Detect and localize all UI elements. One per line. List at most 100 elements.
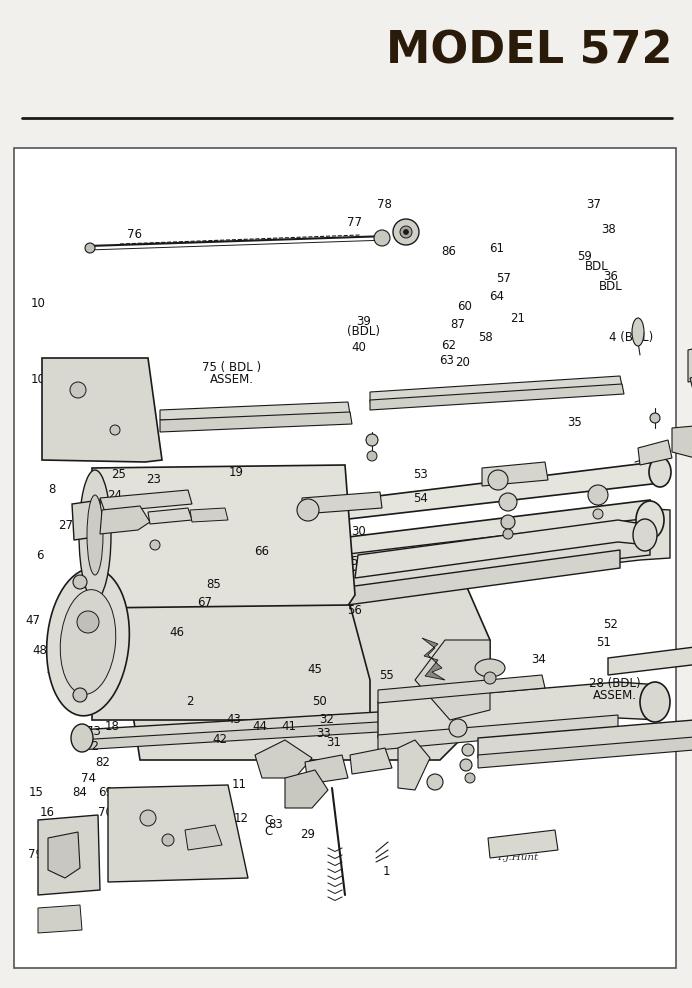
Polygon shape (488, 830, 558, 858)
Polygon shape (378, 675, 545, 703)
Polygon shape (160, 412, 352, 432)
Text: 42: 42 (212, 732, 228, 746)
Polygon shape (415, 640, 490, 720)
Ellipse shape (449, 719, 467, 737)
Text: 86: 86 (98, 623, 113, 637)
Text: 5: 5 (351, 554, 358, 568)
Text: 22: 22 (88, 448, 103, 461)
Text: 11: 11 (231, 778, 246, 791)
Text: 70: 70 (98, 805, 113, 819)
Text: 64: 64 (489, 289, 504, 303)
Text: 16: 16 (39, 805, 55, 819)
Polygon shape (672, 425, 692, 458)
Polygon shape (370, 384, 624, 410)
Text: 14: 14 (354, 495, 369, 509)
Text: 21: 21 (510, 311, 525, 325)
Text: 85: 85 (206, 578, 221, 592)
Ellipse shape (465, 773, 475, 783)
Text: 57: 57 (496, 272, 511, 286)
Polygon shape (305, 755, 348, 784)
Ellipse shape (77, 611, 99, 633)
Text: 45: 45 (307, 663, 322, 677)
Polygon shape (255, 740, 312, 778)
Polygon shape (340, 535, 650, 592)
Text: 47: 47 (26, 614, 41, 627)
Ellipse shape (650, 413, 660, 423)
Polygon shape (330, 508, 670, 596)
Polygon shape (378, 715, 618, 750)
Text: 19: 19 (229, 465, 244, 479)
Ellipse shape (73, 575, 87, 589)
Ellipse shape (87, 495, 103, 575)
Text: 51: 51 (596, 635, 611, 649)
Ellipse shape (73, 688, 87, 702)
Text: 58: 58 (478, 331, 493, 345)
Polygon shape (340, 500, 650, 558)
Ellipse shape (588, 485, 608, 505)
Text: 26: 26 (95, 430, 110, 444)
Text: 71: 71 (157, 845, 172, 859)
Polygon shape (478, 735, 692, 768)
Ellipse shape (140, 810, 156, 826)
Polygon shape (100, 490, 192, 512)
Text: P.J.Hunt: P.J.Hunt (497, 853, 538, 863)
Text: 34: 34 (455, 665, 470, 679)
Text: 8: 8 (48, 482, 55, 496)
Ellipse shape (501, 515, 515, 529)
Polygon shape (638, 440, 672, 465)
Text: 20: 20 (455, 356, 470, 370)
Ellipse shape (46, 568, 129, 715)
Text: 18: 18 (104, 719, 120, 733)
Text: 4 (BDL): 4 (BDL) (609, 331, 653, 345)
Polygon shape (38, 905, 82, 933)
Ellipse shape (484, 672, 496, 684)
Ellipse shape (499, 493, 517, 511)
Polygon shape (185, 825, 222, 850)
Ellipse shape (297, 499, 319, 521)
Text: 28 (BDL): 28 (BDL) (589, 677, 640, 691)
Polygon shape (688, 340, 692, 382)
Text: 10: 10 (30, 296, 46, 310)
Polygon shape (355, 520, 648, 578)
Text: 84: 84 (72, 785, 87, 799)
Ellipse shape (71, 724, 93, 752)
Text: 33: 33 (316, 726, 331, 740)
Polygon shape (370, 376, 622, 402)
Ellipse shape (85, 243, 95, 253)
Text: 80: 80 (60, 857, 75, 870)
Polygon shape (302, 492, 382, 514)
Text: (BDL): (BDL) (347, 325, 380, 339)
Text: C: C (264, 813, 273, 827)
Text: 46: 46 (169, 625, 184, 639)
Text: 27: 27 (58, 519, 73, 533)
Ellipse shape (632, 318, 644, 346)
Polygon shape (115, 560, 490, 760)
Ellipse shape (475, 659, 505, 677)
Ellipse shape (110, 425, 120, 435)
Polygon shape (42, 358, 162, 462)
Text: 50: 50 (312, 695, 327, 708)
Polygon shape (148, 508, 192, 524)
Text: 25: 25 (111, 467, 127, 481)
Polygon shape (340, 518, 650, 575)
Text: 40: 40 (351, 341, 366, 355)
Text: 7: 7 (78, 535, 85, 548)
Polygon shape (78, 710, 580, 750)
Text: 39: 39 (356, 314, 371, 328)
Ellipse shape (393, 219, 419, 245)
Text: 6: 6 (37, 548, 44, 562)
Polygon shape (340, 550, 620, 606)
Text: ASSEM.: ASSEM. (210, 372, 254, 386)
Text: 78: 78 (376, 198, 392, 211)
Text: 87: 87 (450, 317, 466, 331)
Text: BDL: BDL (599, 280, 622, 293)
Polygon shape (608, 640, 692, 675)
Text: 34: 34 (531, 653, 546, 667)
Polygon shape (340, 462, 668, 520)
Polygon shape (478, 718, 692, 758)
Ellipse shape (374, 230, 390, 246)
Text: 74: 74 (81, 772, 96, 785)
Text: 81: 81 (129, 789, 145, 803)
Ellipse shape (400, 226, 412, 238)
Text: C: C (264, 825, 273, 839)
